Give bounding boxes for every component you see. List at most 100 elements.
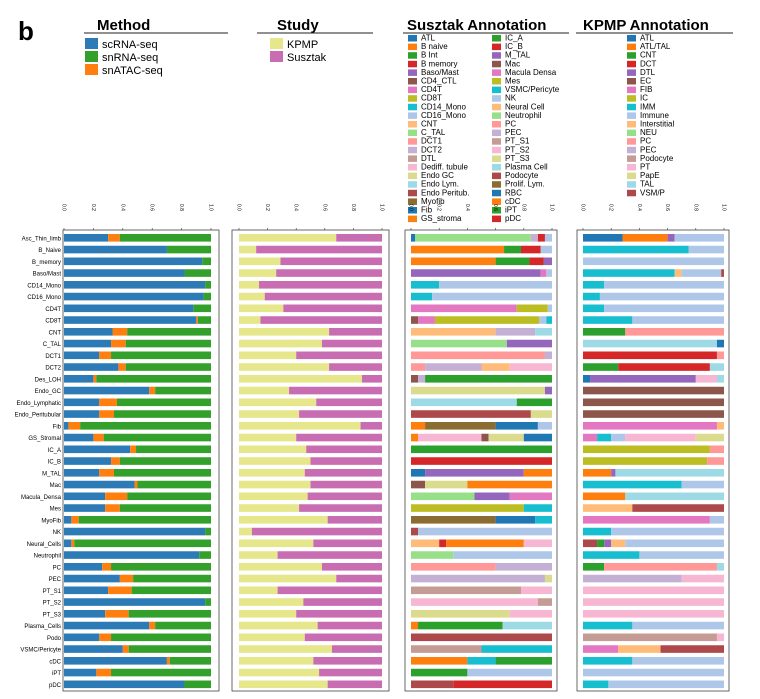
bar-method-scrna-seq xyxy=(64,410,100,418)
bar-method-snrna-seq xyxy=(137,480,211,489)
bar-kpmp-segment xyxy=(709,445,724,454)
bar-kpmp-segment xyxy=(681,480,724,489)
susztak-legend-label-endo-lym: Endo Lym. xyxy=(421,180,459,189)
susztak-legend-swatch-b-memory xyxy=(408,60,417,68)
bar-method-scrna-seq xyxy=(64,504,106,512)
panel-susztak-tick-label: 0.4 xyxy=(464,204,470,211)
bar-study-kpmp xyxy=(239,316,261,324)
bar-study-kpmp xyxy=(239,657,314,665)
panel-method-tick-label: 0.0 xyxy=(61,204,67,211)
bar-method-snrna-seq xyxy=(111,351,211,360)
bar-susztak-segment xyxy=(411,504,524,512)
bar-susztak-segment xyxy=(529,257,544,266)
bar-method-snatac-seq xyxy=(119,574,134,583)
bar-susztak-segment xyxy=(523,433,552,442)
kpmp-legend-swatch-interstitial xyxy=(627,121,636,128)
bar-susztak-segment xyxy=(446,539,524,548)
bar-study-kpmp xyxy=(239,539,314,548)
kpmp-legend-label-ic: IC xyxy=(640,94,648,103)
category-label: Fib xyxy=(53,424,62,430)
method-legend-label-scrna-seq: scRNA-seq xyxy=(102,39,158,51)
bar-method-scrna-seq xyxy=(64,363,119,371)
susztak-legend-swatch-gs-stroma xyxy=(408,215,417,223)
susztak-legend-swatch-ic-a xyxy=(492,35,501,42)
panel-study-frame xyxy=(231,229,390,692)
bar-kpmp-segment xyxy=(583,316,633,324)
bar-study-susztak xyxy=(256,245,382,254)
panel-susztak-tick-label: 0.8 xyxy=(520,204,526,211)
bar-method-scrna-seq xyxy=(64,516,72,524)
susztak-legend-swatch-pt-s1 xyxy=(492,138,501,145)
bar-method-scrna-seq xyxy=(64,633,100,642)
bar-susztak-segment xyxy=(539,316,547,324)
bar-kpmp-segment xyxy=(695,375,717,383)
susztak-legend-label-cnt: CNT xyxy=(421,120,438,129)
kpmp-legend-label-vsm-p: VSM/P xyxy=(640,188,665,197)
bar-method-snatac-seq xyxy=(99,469,114,477)
kpmp-legend-swatch-pec xyxy=(627,146,636,154)
bar-susztak-segment xyxy=(432,292,552,301)
panel-susztak-tick-label: 0.0 xyxy=(408,204,414,211)
bar-susztak-segment xyxy=(467,668,552,677)
bar-study-kpmp xyxy=(239,245,257,254)
bar-kpmp-segment xyxy=(611,539,626,548)
panel-method-tick-label: 0.2 xyxy=(90,204,96,211)
category-label: Asc_Thin_limb xyxy=(22,236,62,242)
bar-method-snrna-seq xyxy=(125,363,211,371)
category-label: Endo_Lymphatic xyxy=(17,401,61,407)
bar-study-kpmp xyxy=(239,480,311,489)
bar-study-kpmp xyxy=(239,527,252,536)
bar-study-susztak xyxy=(306,445,382,454)
bar-method-snatac-seq xyxy=(71,539,75,548)
susztak-legend-swatch-baso-mast xyxy=(408,69,417,76)
bar-study-susztak xyxy=(296,433,382,442)
susztak-legend-label-myofib: Myofib xyxy=(421,197,445,206)
bar-method-snrna-seq xyxy=(202,257,211,266)
kpmp-legend-swatch-neu xyxy=(627,129,636,137)
susztak-legend-label-cd4t: CD4T xyxy=(421,85,442,94)
susztak-legend-label-dtl: DTL xyxy=(421,154,437,163)
bar-susztak-segment xyxy=(411,433,419,442)
bar-method-scrna-seq xyxy=(64,480,135,489)
legend-method-title: Method xyxy=(97,17,150,34)
bar-method-scrna-seq xyxy=(64,316,197,324)
panel-kpmp-tick-label: 0.2 xyxy=(608,204,614,211)
bar-susztak-segment xyxy=(418,527,552,536)
bar-study-susztak xyxy=(360,422,382,430)
bar-method-snatac-seq xyxy=(108,234,120,242)
bar-method-snatac-seq xyxy=(99,398,117,407)
bar-kpmp-segment xyxy=(583,668,724,677)
bar-kpmp-segment xyxy=(615,469,724,477)
susztak-legend-label-endo-peritub: Endo Peritub. xyxy=(421,188,469,197)
bar-kpmp-segment xyxy=(611,527,724,536)
bar-method-scrna-seq xyxy=(64,668,97,677)
bar-method-snrna-seq xyxy=(131,586,211,595)
bar-susztak-segment xyxy=(544,386,552,395)
kpmp-legend-label-podocyte: Podocyte xyxy=(640,154,674,163)
bar-susztak-segment xyxy=(411,574,545,583)
bar-susztak-segment xyxy=(418,375,426,383)
bar-susztak-segment xyxy=(418,433,482,442)
bar-susztak-segment xyxy=(411,245,505,254)
kpmp-legend-swatch-atl-tal xyxy=(627,43,636,51)
bar-method-snatac-seq xyxy=(130,445,137,454)
bar-method-scrna-seq xyxy=(64,586,109,595)
susztak-legend-label-cdc: cDC xyxy=(505,197,521,206)
bar-method-snatac-seq xyxy=(105,610,129,618)
panel-label: b xyxy=(18,16,34,46)
susztak-legend-swatch-rbc xyxy=(492,189,501,197)
bar-method-snrna-seq xyxy=(128,645,211,653)
susztak-legend-swatch-cd8t xyxy=(408,95,417,102)
bar-kpmp-segment xyxy=(583,457,708,465)
bar-susztak-segment xyxy=(523,504,552,512)
susztak-legend-label-ic-b: IC_B xyxy=(505,42,523,51)
bar-kpmp-segment xyxy=(681,574,724,583)
bar-kpmp-segment xyxy=(618,363,710,371)
susztak-legend-label-b-memory: B memory xyxy=(421,59,457,68)
bar-method-snatac-seq xyxy=(99,410,114,418)
panel-study-tick-label: 0.6 xyxy=(321,204,327,211)
susztak-legend-label-atl: ATL xyxy=(421,34,436,43)
bar-study-susztak xyxy=(280,257,382,266)
bar-kpmp-segment xyxy=(583,574,682,583)
